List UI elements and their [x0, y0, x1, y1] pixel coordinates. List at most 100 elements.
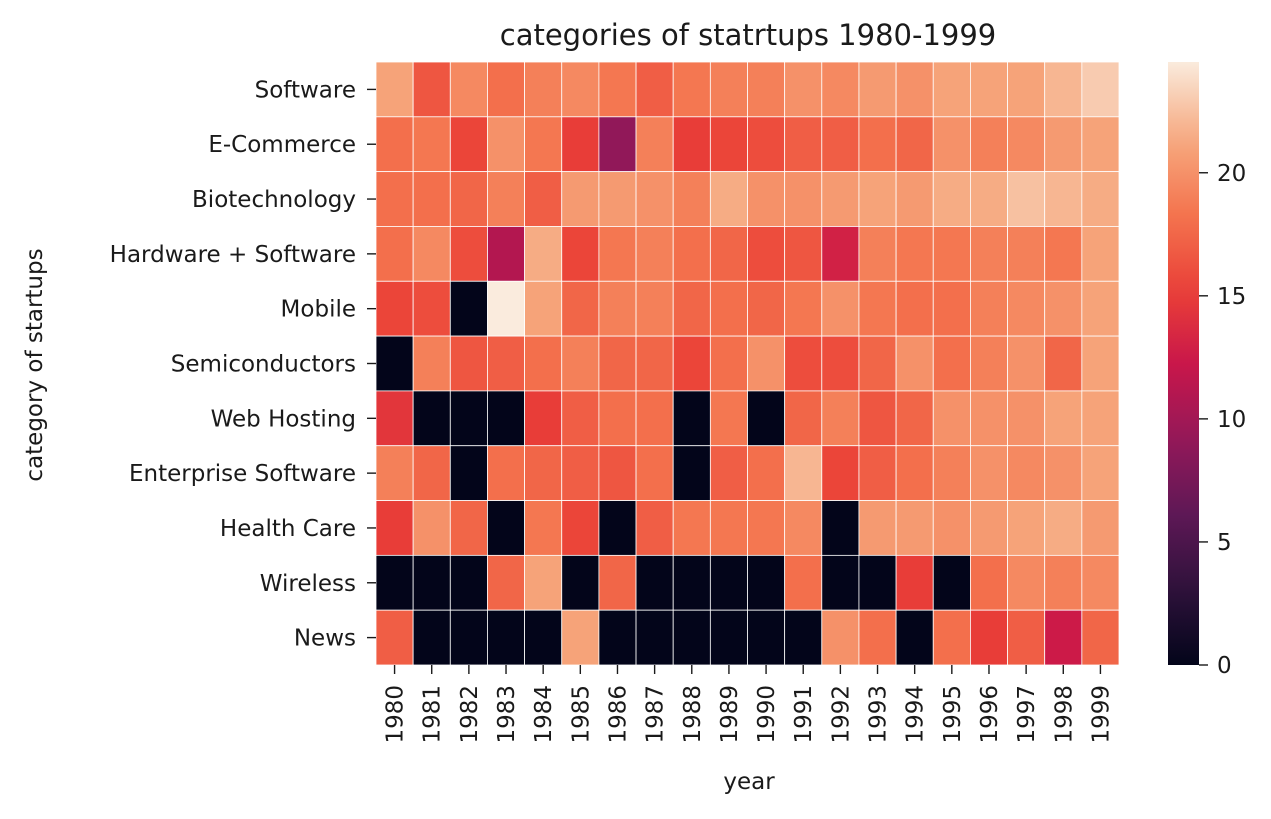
- heatmap-cell: [487, 609, 526, 666]
- heatmap-cell: [672, 61, 711, 118]
- heatmap-cell: [412, 61, 451, 118]
- heatmap-cell: [858, 609, 897, 666]
- heatmap-cell: [932, 609, 971, 666]
- heatmap-cell: [1044, 500, 1083, 556]
- heatmap-cell: [561, 335, 600, 392]
- heatmap-cell: [635, 226, 674, 282]
- heatmap-cell: [1007, 280, 1046, 337]
- heatmap-cell: [524, 445, 563, 501]
- x-tick-labels: 1980 1981 1982 1983 1984 1985 1986 1987 1988 1989…: [383, 665, 1114, 744]
- heatmap-cell: [821, 335, 860, 392]
- heatmap-cell: [487, 390, 526, 447]
- heatmap-cell: [524, 335, 563, 392]
- heatmap-cell: [970, 280, 1008, 337]
- x-tick-label: 1989: [717, 685, 743, 744]
- heatmap-cell: [858, 390, 897, 447]
- heatmap-cell: [412, 554, 451, 611]
- heatmap-cell: [598, 609, 637, 666]
- heatmap-cell: [1081, 116, 1120, 173]
- heatmap-cell: [672, 116, 711, 173]
- heatmap-cell: [784, 554, 823, 611]
- heatmap-cell: [895, 390, 934, 447]
- x-tick-label: 1986: [605, 685, 631, 744]
- heatmap-cell: [895, 171, 934, 227]
- heatmap-cell: [709, 500, 748, 556]
- heatmap-cell: [1044, 445, 1083, 501]
- heatmap-cell: [1044, 280, 1083, 337]
- heatmap-cell: [1081, 445, 1120, 501]
- heatmap-cell: [1007, 335, 1046, 392]
- colorbar: [1168, 62, 1199, 665]
- chart-title: categories of statrtups 1980-1999: [500, 18, 997, 52]
- heatmap-cell: [449, 390, 488, 447]
- heatmap-cell: [1007, 171, 1046, 227]
- heatmap-cell: [598, 226, 637, 282]
- heatmap-cell: [635, 554, 674, 611]
- heatmap-cell: [895, 335, 934, 392]
- heatmap-cell: [561, 609, 600, 666]
- heatmap-cell: [821, 554, 860, 611]
- y-tick-label: Mobile: [281, 297, 356, 323]
- x-tick-label: 1992: [828, 685, 854, 744]
- heatmap-cell: [932, 171, 971, 227]
- heatmap-cell: [932, 445, 971, 501]
- heatmap-cell: [895, 445, 934, 501]
- heatmap-cell: [672, 335, 711, 392]
- heatmap-cell: [598, 554, 637, 611]
- heatmap-cell: [1007, 226, 1046, 282]
- colorbar-tick-label: 15: [1217, 284, 1246, 310]
- heatmap-cell: [1044, 609, 1083, 666]
- heatmap-cell: [858, 445, 897, 501]
- heatmap-cells: [375, 61, 1120, 666]
- x-tick-label: 1980: [383, 685, 409, 744]
- x-tick-label: 1991: [791, 685, 817, 744]
- heatmap-cell: [635, 609, 674, 666]
- heatmap-cell: [449, 335, 488, 392]
- heatmap-cell: [561, 116, 600, 173]
- heatmap-cell: [449, 554, 488, 611]
- heatmap-cell: [821, 280, 860, 337]
- heatmap-cell: [1044, 335, 1083, 392]
- y-axis-label: category of startups: [22, 248, 48, 481]
- heatmap-cell: [449, 500, 488, 556]
- heatmap-cell: [375, 554, 414, 611]
- heatmap-cell: [1081, 500, 1120, 556]
- heatmap-cell: [524, 554, 563, 611]
- heatmap-cell: [598, 280, 637, 337]
- colorbar-ticks: 0 5 10 15 20: [1199, 161, 1246, 679]
- heatmap-cell: [1007, 554, 1046, 611]
- heatmap-cell: [1007, 116, 1046, 173]
- heatmap-cell: [635, 335, 674, 392]
- x-tick-label: 1990: [754, 685, 780, 744]
- heatmap-cell: [747, 61, 786, 118]
- heatmap-cell: [895, 609, 934, 666]
- y-tick-label: Health Care: [220, 516, 356, 542]
- heatmap-cell: [709, 609, 748, 666]
- heatmap-cell: [1081, 609, 1120, 666]
- heatmap-cell: [375, 226, 414, 282]
- heatmap-cell: [858, 554, 897, 611]
- heatmap-cell: [895, 500, 934, 556]
- heatmap-cell: [561, 554, 600, 611]
- heatmap-cell: [784, 335, 823, 392]
- heatmap-cell: [672, 280, 711, 337]
- heatmap-cell: [375, 500, 414, 556]
- heatmap-cell: [784, 226, 823, 282]
- heatmap-cell: [635, 500, 674, 556]
- heatmap-cell: [598, 500, 637, 556]
- x-tick-label: 1993: [866, 685, 892, 744]
- heatmap-cell: [858, 171, 897, 227]
- y-tick-label: Software: [255, 77, 356, 103]
- heatmap-cell: [375, 280, 414, 337]
- heatmap-cell: [932, 554, 971, 611]
- heatmap-cell: [970, 116, 1008, 173]
- heatmap-cell: [858, 61, 897, 118]
- heatmap-cell: [524, 500, 563, 556]
- y-tick-label: Wireless: [260, 571, 356, 597]
- heatmap-cell: [970, 609, 1008, 666]
- heatmap-cell: [932, 226, 971, 282]
- colorbar-tick-label: 0: [1217, 653, 1232, 679]
- heatmap-cell: [487, 554, 526, 611]
- heatmap-cell: [672, 445, 711, 501]
- heatmap-cell: [375, 335, 414, 392]
